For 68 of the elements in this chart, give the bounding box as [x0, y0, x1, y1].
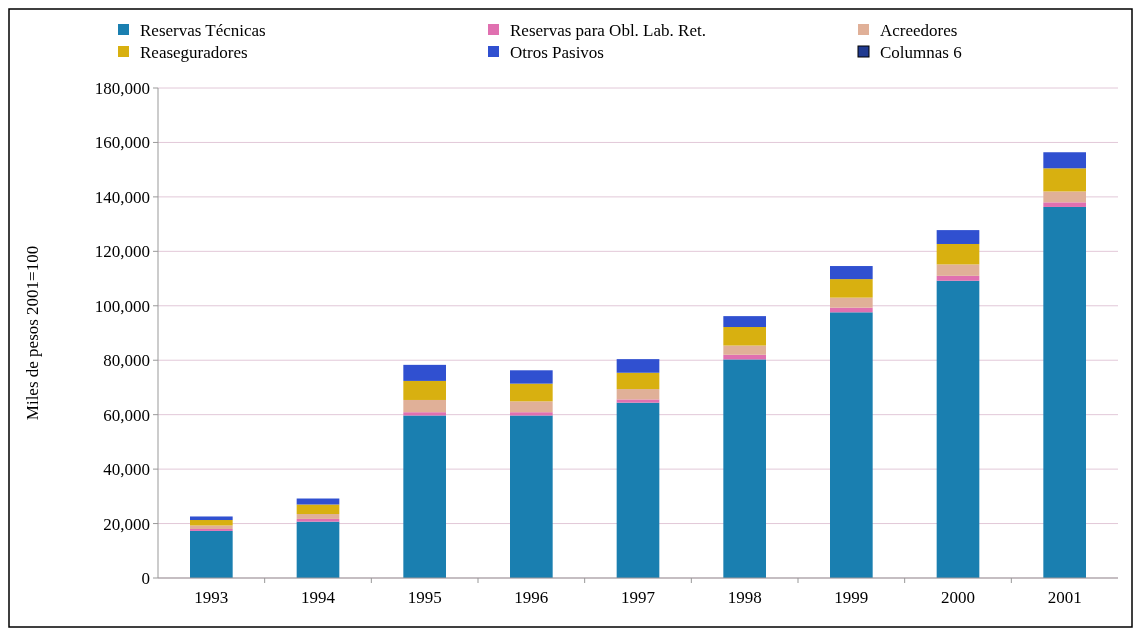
x-tick-label: 1993 — [194, 588, 229, 607]
legend-label: Otros Pasivos — [510, 42, 604, 62]
bar — [296, 514, 340, 519]
bar — [190, 516, 233, 521]
x-tick-label: 1995 — [407, 588, 442, 607]
bar — [616, 402, 660, 578]
bar — [616, 389, 660, 400]
x-tick-label: 1998 — [727, 588, 762, 607]
y-tick-label: 140,000 — [94, 187, 150, 207]
bar — [403, 380, 446, 400]
bar — [190, 525, 233, 529]
y-axis-title: Miles de pesos 2001=100 — [23, 245, 42, 421]
bar — [190, 520, 233, 526]
bar — [723, 316, 766, 328]
bar — [723, 345, 766, 355]
y-tick-label: 20,000 — [103, 514, 150, 534]
bar — [510, 401, 553, 413]
bar — [723, 359, 766, 578]
bar — [1043, 191, 1086, 203]
y-tick-label: 0 — [141, 568, 150, 588]
y-tick-label: 120,000 — [94, 242, 150, 262]
bar — [616, 372, 660, 390]
x-tick-label: 2001 — [1047, 588, 1082, 607]
y-tick-label: 40,000 — [103, 460, 150, 480]
bar — [403, 415, 446, 578]
bar — [403, 399, 446, 413]
bar — [296, 498, 340, 505]
legend-label: Columnas 6 — [880, 42, 962, 62]
bar — [190, 530, 233, 578]
bar — [936, 230, 980, 244]
bar — [616, 399, 660, 403]
bar — [403, 412, 446, 416]
bar — [616, 359, 660, 373]
legend-label: Reservas para Obl. Lab. Ret. — [510, 20, 706, 40]
bar — [1043, 152, 1086, 169]
bar — [936, 280, 980, 578]
y-tick-label: 80,000 — [103, 351, 150, 371]
x-tick-label: 1994 — [301, 588, 336, 607]
bar — [830, 266, 873, 280]
bar — [936, 243, 980, 265]
y-tick-label: 60,000 — [103, 405, 150, 425]
bar — [510, 370, 553, 384]
y-tick-label: 100,000 — [94, 296, 150, 316]
x-tick-label: 2000 — [941, 588, 975, 607]
bar — [1043, 202, 1086, 207]
bar — [1043, 206, 1086, 578]
y-tick-label: 180,000 — [94, 78, 150, 98]
bar — [510, 412, 553, 416]
bar — [936, 275, 980, 281]
y-tick-label: 160,000 — [94, 133, 150, 153]
bar — [296, 504, 340, 515]
legend-label: Acreedores — [880, 20, 958, 40]
x-tick-label: 1997 — [621, 588, 656, 607]
legend-label: Reaseguradores — [140, 42, 248, 62]
bar — [830, 312, 873, 578]
bar — [510, 383, 553, 402]
bar — [403, 364, 446, 381]
bar — [936, 264, 980, 276]
bar — [296, 518, 340, 522]
bar — [510, 415, 553, 578]
bar — [723, 327, 766, 346]
bar — [830, 297, 873, 308]
bar — [1043, 168, 1086, 192]
bar — [296, 521, 340, 578]
legend-label: Reservas Técnicas — [140, 20, 266, 40]
x-tick-label: 1996 — [514, 588, 549, 607]
bar — [830, 279, 873, 298]
x-tick-label: 1999 — [834, 588, 869, 607]
